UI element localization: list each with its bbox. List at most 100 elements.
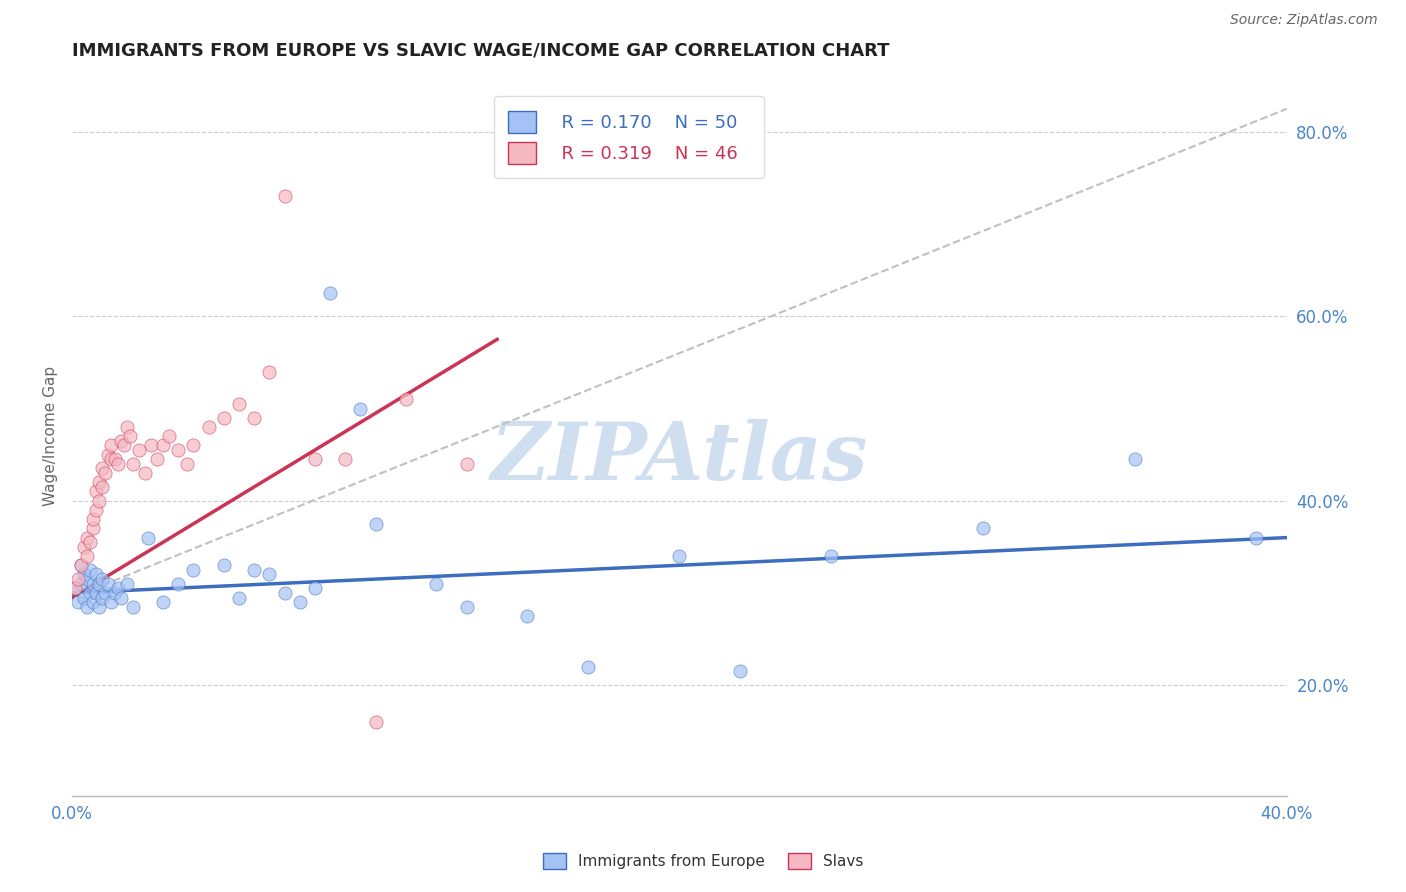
- Point: [76, 599, 98, 614]
- Point: [176, 457, 198, 471]
- Point: [97, 576, 120, 591]
- Point: [456, 457, 478, 471]
- Point: [167, 576, 190, 591]
- Point: [94, 466, 117, 480]
- Point: [107, 582, 129, 596]
- Text: ZIPAtlas: ZIPAtlas: [491, 419, 868, 497]
- Point: [395, 392, 418, 407]
- Y-axis label: Wage/Income Gap: Wage/Income Gap: [44, 366, 58, 507]
- Point: [91, 572, 114, 586]
- Point: [67, 595, 90, 609]
- Point: [73, 591, 96, 605]
- Point: [304, 582, 326, 596]
- Legend: Immigrants from Europe, Slavs: Immigrants from Europe, Slavs: [537, 847, 869, 875]
- Text: Source: ZipAtlas.com: Source: ZipAtlas.com: [1230, 13, 1378, 28]
- Point: [273, 586, 295, 600]
- Point: [97, 448, 120, 462]
- Point: [84, 586, 107, 600]
- Point: [121, 599, 143, 614]
- Point: [668, 549, 690, 563]
- Point: [364, 516, 387, 531]
- Point: [100, 595, 122, 609]
- Point: [152, 595, 174, 609]
- Point: [259, 365, 281, 379]
- Point: [183, 438, 205, 452]
- Point: [425, 576, 447, 591]
- Point: [70, 558, 93, 573]
- Point: [112, 438, 135, 452]
- Point: [76, 549, 98, 563]
- Point: [107, 457, 129, 471]
- Point: [146, 452, 169, 467]
- Point: [972, 521, 994, 535]
- Point: [89, 599, 111, 614]
- Point: [304, 452, 326, 467]
- Point: [82, 595, 104, 609]
- Point: [79, 563, 101, 577]
- Point: [243, 563, 266, 577]
- Point: [349, 401, 371, 416]
- Point: [115, 420, 138, 434]
- Point: [91, 480, 114, 494]
- Point: [136, 531, 159, 545]
- Point: [94, 586, 117, 600]
- Point: [228, 591, 250, 605]
- Point: [82, 521, 104, 535]
- Point: [73, 567, 96, 582]
- Point: [89, 493, 111, 508]
- Point: [82, 576, 104, 591]
- Point: [1123, 452, 1146, 467]
- Point: [79, 535, 101, 549]
- Point: [288, 595, 311, 609]
- Point: [84, 503, 107, 517]
- Point: [70, 558, 93, 573]
- Text: IMMIGRANTS FROM EUROPE VS SLAVIC WAGE/INCOME GAP CORRELATION CHART: IMMIGRANTS FROM EUROPE VS SLAVIC WAGE/IN…: [72, 42, 890, 60]
- Point: [63, 582, 86, 596]
- Point: [118, 429, 141, 443]
- Point: [84, 484, 107, 499]
- Point: [70, 576, 93, 591]
- Point: [157, 429, 180, 443]
- Point: [134, 466, 156, 480]
- Point: [82, 512, 104, 526]
- Point: [139, 438, 162, 452]
- Point: [576, 659, 599, 673]
- Point: [212, 558, 235, 573]
- Legend:   R = 0.170    N = 50  ,   R = 0.319    N = 46  : R = 0.170 N = 50 , R = 0.319 N = 46: [494, 96, 763, 178]
- Point: [100, 452, 122, 467]
- Point: [79, 586, 101, 600]
- Point: [91, 461, 114, 475]
- Point: [1244, 531, 1267, 545]
- Point: [212, 410, 235, 425]
- Point: [110, 591, 132, 605]
- Point: [89, 475, 111, 490]
- Point: [167, 442, 190, 457]
- Point: [73, 540, 96, 554]
- Point: [273, 189, 295, 203]
- Point: [115, 576, 138, 591]
- Point: [89, 576, 111, 591]
- Point: [319, 286, 342, 301]
- Point: [110, 434, 132, 448]
- Point: [103, 452, 125, 467]
- Point: [121, 457, 143, 471]
- Point: [456, 599, 478, 614]
- Point: [128, 442, 150, 457]
- Point: [259, 567, 281, 582]
- Point: [63, 582, 86, 596]
- Point: [183, 563, 205, 577]
- Point: [76, 572, 98, 586]
- Point: [820, 549, 842, 563]
- Point: [228, 397, 250, 411]
- Point: [67, 572, 90, 586]
- Point: [100, 438, 122, 452]
- Point: [243, 410, 266, 425]
- Point: [197, 420, 219, 434]
- Point: [335, 452, 357, 467]
- Point: [76, 531, 98, 545]
- Point: [516, 609, 538, 624]
- Point: [364, 714, 387, 729]
- Point: [728, 665, 751, 679]
- Point: [152, 438, 174, 452]
- Point: [103, 586, 125, 600]
